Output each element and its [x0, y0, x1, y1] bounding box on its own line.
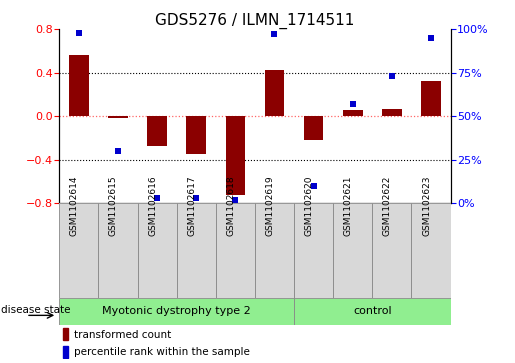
- Bar: [186, 116, 206, 154]
- Text: GSM1102623: GSM1102623: [422, 176, 431, 236]
- Bar: [226, 116, 245, 195]
- Bar: [138, 203, 177, 298]
- Point: [114, 148, 122, 154]
- Text: GSM1102618: GSM1102618: [227, 176, 235, 236]
- Bar: [265, 70, 284, 116]
- Bar: [108, 116, 128, 118]
- Bar: [333, 203, 372, 298]
- Title: GDS5276 / ILMN_1714511: GDS5276 / ILMN_1714511: [155, 13, 355, 29]
- Text: GSM1102617: GSM1102617: [187, 176, 196, 236]
- Bar: [372, 203, 411, 298]
- Text: Myotonic dystrophy type 2: Myotonic dystrophy type 2: [102, 306, 251, 316]
- Text: GSM1102622: GSM1102622: [383, 176, 392, 236]
- Text: GSM1102616: GSM1102616: [148, 176, 157, 236]
- Text: GSM1102621: GSM1102621: [344, 176, 353, 236]
- Bar: [411, 203, 451, 298]
- Point: [310, 183, 318, 189]
- Bar: [98, 203, 138, 298]
- Text: transformed count: transformed count: [74, 330, 171, 339]
- Bar: [177, 203, 216, 298]
- Bar: [63, 328, 68, 340]
- Point: [75, 30, 83, 36]
- Bar: [63, 346, 68, 358]
- Point: [231, 197, 239, 203]
- Bar: [343, 110, 363, 116]
- Text: percentile rank within the sample: percentile rank within the sample: [74, 347, 250, 357]
- Point: [388, 73, 396, 79]
- Text: GSM1102620: GSM1102620: [305, 176, 314, 236]
- Bar: [255, 203, 294, 298]
- Point: [427, 35, 435, 41]
- Bar: [59, 203, 98, 298]
- Bar: [304, 116, 323, 140]
- Bar: [216, 203, 255, 298]
- Text: GSM1102614: GSM1102614: [70, 176, 79, 236]
- Text: control: control: [353, 306, 392, 316]
- Point: [349, 101, 357, 107]
- Bar: [69, 55, 89, 116]
- Bar: [59, 298, 294, 325]
- Bar: [294, 203, 333, 298]
- Bar: [147, 116, 167, 146]
- Bar: [382, 109, 402, 116]
- Point: [192, 195, 200, 201]
- Text: GSM1102619: GSM1102619: [266, 176, 274, 236]
- Bar: [294, 298, 451, 325]
- Text: GSM1102615: GSM1102615: [109, 176, 118, 236]
- Text: disease state: disease state: [1, 305, 70, 315]
- Point: [153, 195, 161, 201]
- Point: [270, 31, 279, 37]
- Bar: [421, 81, 441, 116]
